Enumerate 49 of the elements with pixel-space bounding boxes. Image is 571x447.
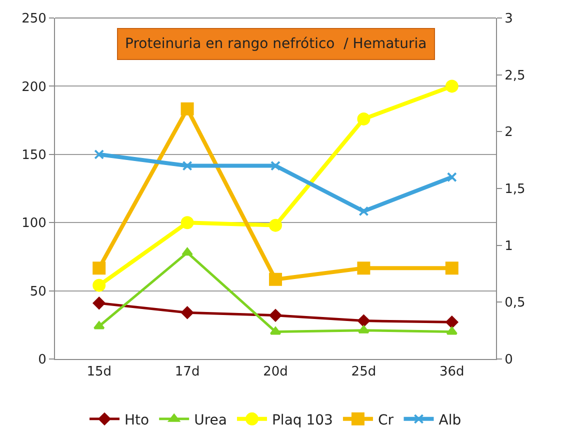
y-tick-label: 250 <box>22 12 46 27</box>
y2-tick-label: 2,5 <box>504 68 526 84</box>
point <box>358 325 370 334</box>
point <box>446 316 458 328</box>
y2-tick-label: 1 <box>504 238 513 254</box>
legend-label: Cr <box>378 412 394 428</box>
y-tick-label: 150 <box>22 148 46 163</box>
point <box>445 262 458 275</box>
point <box>92 278 106 292</box>
y-tick-label: 0 <box>38 352 46 368</box>
y-tick-label: 200 <box>22 80 46 95</box>
point <box>93 321 105 330</box>
point <box>182 248 193 256</box>
x-tick-label: 17d <box>174 364 200 380</box>
y2-tick-label: 1,5 <box>504 182 526 198</box>
legend-label: Plaq 103 <box>272 412 333 428</box>
point <box>180 102 194 116</box>
point <box>446 326 458 335</box>
x-tick-label: 20d <box>263 364 288 380</box>
legend-label: Urea <box>194 412 227 428</box>
y-tick-label: 100 <box>22 216 46 232</box>
point <box>270 160 280 171</box>
legend-label: Hto <box>124 412 150 428</box>
point <box>92 296 106 310</box>
point <box>92 262 106 275</box>
point <box>269 218 282 232</box>
y-tick-label: 50 <box>30 284 46 300</box>
y2-tick-label: 3 <box>504 12 513 27</box>
point <box>94 149 104 160</box>
point <box>445 80 458 93</box>
point <box>357 262 370 275</box>
point <box>446 172 457 182</box>
legend-label: Alb <box>438 412 462 428</box>
point <box>181 306 194 319</box>
y2-tick-label: 0 <box>504 352 513 368</box>
y2-tick-label: 2 <box>504 125 513 140</box>
point <box>269 309 282 322</box>
point <box>358 206 369 216</box>
point <box>269 272 282 286</box>
point <box>358 314 370 328</box>
point <box>357 112 370 126</box>
point <box>270 326 282 335</box>
x-tick-label: 36d <box>440 364 464 380</box>
point <box>182 160 192 171</box>
y2-tick-label: 0,5 <box>504 296 526 311</box>
text: Proteinuria en rango nefrótico / Hematuria <box>125 36 427 52</box>
x-tick-label: 25d <box>351 364 376 380</box>
point <box>180 216 194 230</box>
x-tick-label: 15d <box>86 364 112 380</box>
